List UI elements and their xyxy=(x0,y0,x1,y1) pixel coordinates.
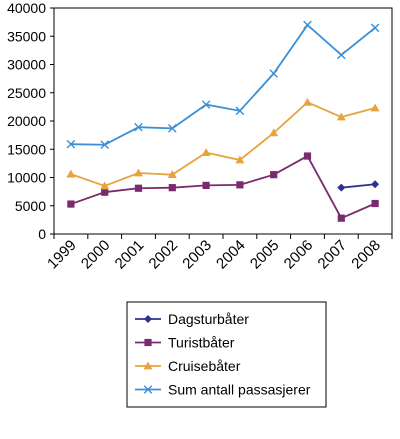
data-point xyxy=(66,139,76,149)
series-line xyxy=(70,23,376,146)
legend-label: Sum antall passasjerer xyxy=(168,382,311,398)
x-tick-label: 2002 xyxy=(146,237,182,273)
data-point xyxy=(134,184,143,192)
point-stroke xyxy=(100,140,109,150)
data-point xyxy=(270,171,278,179)
data-point xyxy=(167,170,177,179)
data-point xyxy=(336,112,346,121)
legend-swatch-marker xyxy=(143,385,153,394)
legend-entry: Sum antall passasjerer xyxy=(135,382,311,398)
data-point xyxy=(370,103,380,112)
series-2 xyxy=(66,97,380,190)
data-point xyxy=(235,155,245,164)
y-tick-label: 30000 xyxy=(7,57,46,73)
point-stroke xyxy=(370,23,380,33)
legend-entry: Cruisebåter xyxy=(135,358,241,374)
data-point xyxy=(303,20,312,30)
series-line xyxy=(70,154,376,220)
series-line xyxy=(341,183,376,189)
data-point xyxy=(371,199,379,208)
x-tick-label: 2006 xyxy=(281,237,317,273)
data-point xyxy=(337,214,345,222)
series-1 xyxy=(67,152,379,222)
data-point xyxy=(168,184,176,192)
point-stroke xyxy=(143,385,153,394)
data-point xyxy=(235,106,245,116)
data-point xyxy=(100,140,109,150)
y-tick-label: 20000 xyxy=(7,113,46,129)
data-point xyxy=(168,124,177,133)
series-layer xyxy=(66,20,380,222)
x-tick-label: 1999 xyxy=(44,237,80,273)
y-tick-label: 5000 xyxy=(15,198,46,214)
data-point xyxy=(236,181,244,189)
plot-area-frame xyxy=(53,7,393,235)
point-stroke xyxy=(134,122,143,132)
data-point xyxy=(202,181,210,190)
legend-label: Cruisebåter xyxy=(168,358,241,374)
legend-entry: Turistbåter xyxy=(135,335,235,351)
data-point xyxy=(101,188,109,196)
x-tick-label: 2007 xyxy=(315,237,351,273)
data-point xyxy=(201,100,211,109)
y-tick-label: 40000 xyxy=(7,0,46,16)
data-point xyxy=(201,148,211,157)
y-tick-label: 0 xyxy=(38,226,46,242)
x-tick-label: 2004 xyxy=(213,237,249,273)
y-tick-label: 35000 xyxy=(7,28,46,44)
data-point xyxy=(100,181,110,190)
y-tick-label: 15000 xyxy=(7,141,46,157)
series-0 xyxy=(337,180,380,192)
data-point xyxy=(337,183,346,192)
data-point xyxy=(269,128,279,137)
data-point xyxy=(370,23,380,33)
x-tick-label: 2001 xyxy=(112,237,148,273)
data-point xyxy=(303,152,312,160)
point-stroke xyxy=(201,100,211,109)
point-stroke xyxy=(303,20,312,30)
data-point xyxy=(67,200,75,208)
x-tick-label: 2003 xyxy=(179,237,215,273)
x-tick-label: 2005 xyxy=(247,237,283,273)
legend-label: Dagsturbåter xyxy=(168,311,249,327)
x-tick-label: 2008 xyxy=(348,237,384,273)
data-point xyxy=(134,122,143,132)
data-point xyxy=(269,69,278,78)
axes: 0 5000 10000 15000 20000 25000 30000 35000 40000… xyxy=(7,0,393,273)
legend-swatch-marker xyxy=(144,315,152,323)
legend: Dagsturbåter Turistbåter Cruisebåter Sum an… xyxy=(126,301,327,408)
legend-swatch-marker xyxy=(144,338,152,347)
data-point xyxy=(371,180,380,189)
point-stroke xyxy=(337,50,346,60)
x-tick-label: 2000 xyxy=(78,237,114,273)
series-3 xyxy=(66,20,380,150)
y-tick-label: 10000 xyxy=(7,170,46,186)
data-point xyxy=(337,50,346,60)
point-stroke xyxy=(66,139,76,149)
point-stroke xyxy=(235,106,245,116)
y-tick-label: 25000 xyxy=(7,85,46,101)
series-line xyxy=(70,101,376,187)
point-stroke xyxy=(269,69,278,78)
data-point xyxy=(66,169,76,178)
legend-entry: Dagsturbåter xyxy=(135,311,249,327)
legend-swatch-marker xyxy=(143,361,153,370)
data-point xyxy=(303,97,312,106)
data-point xyxy=(134,168,143,177)
point-stroke xyxy=(168,124,177,133)
legend-label: Turistbåter xyxy=(168,335,235,351)
